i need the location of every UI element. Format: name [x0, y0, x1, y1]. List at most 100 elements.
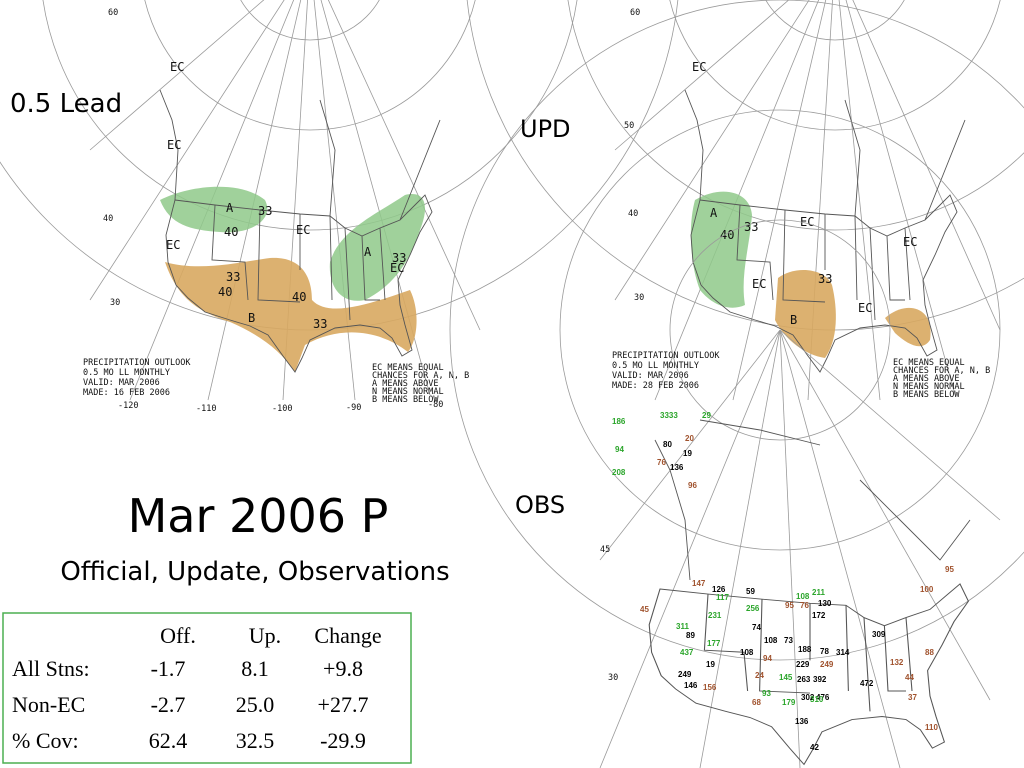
below-area [775, 269, 836, 358]
key-line: CHANCES FOR A, N, B [893, 366, 990, 376]
above-area [690, 191, 752, 308]
obs-label: OBS [515, 491, 565, 519]
legend-line: VALID: MAR 2006 [612, 371, 689, 381]
station-value: 24 [755, 671, 764, 680]
key-line: A MEANS ABOVE [372, 379, 439, 389]
map-annotation: 40 [292, 290, 306, 304]
station-value: 37 [908, 693, 917, 702]
lon-label: -120 [118, 401, 138, 411]
station-value: 29 [702, 411, 711, 420]
title: Mar 2006 P [128, 489, 389, 543]
lat-label: 30 [110, 298, 120, 308]
cell: 62.4 [149, 728, 188, 753]
subtitle: Official, Update, Observations [60, 557, 449, 587]
station-value: 146 [684, 681, 698, 690]
station-value: 179 [782, 698, 796, 707]
station-value: 208 [612, 468, 626, 477]
map-annotation: 33 [392, 251, 406, 265]
canada-lines [684, 89, 966, 221]
station-value: 437 [680, 648, 694, 657]
lon-label: -80 [428, 400, 443, 410]
lat-label: 40 [628, 209, 638, 219]
station-value: 302 [801, 693, 815, 702]
station-value: 93 [762, 689, 771, 698]
above-area [329, 194, 425, 301]
legend-line: MADE: 28 FEB 2006 [612, 381, 699, 391]
station-value: 186 [612, 417, 626, 426]
cell: +27.7 [318, 692, 369, 717]
key-line: B MEANS BELOW [372, 395, 439, 405]
legend-line: PRECIPITATION OUTLOOK [612, 351, 720, 361]
station-value: 108 [740, 648, 754, 657]
legend-line: MADE: 16 FEB 2006 [83, 388, 170, 398]
station-value: 100 [920, 585, 934, 594]
cell: 32.5 [236, 728, 275, 753]
map-annotation: EC [692, 60, 706, 74]
station-value: 310 [810, 695, 824, 704]
station-value: 147 [692, 579, 706, 588]
station-value: 126 [712, 585, 726, 594]
station-value: 314 [836, 648, 850, 657]
map-annotation: B [248, 311, 255, 325]
station-value: 136 [795, 717, 809, 726]
station-value: 59 [746, 587, 755, 596]
legend-line: VALID: MAR 2006 [83, 378, 160, 388]
lat-label: 30 [634, 293, 644, 303]
key-line: N MEANS NORMAL [893, 382, 965, 392]
station-value: 177 [707, 639, 721, 648]
station-value: 132 [890, 658, 904, 667]
cell: +9.8 [323, 656, 363, 681]
stats-table: Off. Up. Change All Stns: -1.7 8.1 +9.8 Non-EC -… [12, 623, 382, 753]
column-header: Change [314, 623, 381, 648]
map-annotation: 33 [226, 270, 240, 284]
station-value: 44 [905, 673, 914, 682]
map-annotation: EC [752, 277, 766, 291]
station-value: 95 [945, 565, 954, 574]
lat-label: 40 [103, 214, 113, 224]
map-annotation: EC [296, 223, 310, 237]
station-value: 19 [706, 660, 715, 669]
legend-line: PRECIPITATION OUTLOOK [83, 358, 191, 368]
map-annotation: EC [390, 261, 404, 275]
row-label: All Stns: [12, 656, 90, 681]
station-value: 68 [752, 698, 761, 707]
below-area [165, 257, 417, 372]
cell: -2.7 [151, 692, 186, 717]
station-value: 95 [785, 601, 794, 610]
key-line: EC MEANS EQUAL [893, 358, 965, 368]
station-value: 136 [670, 463, 684, 472]
station-value: 229 [796, 660, 810, 669]
map-annotation: B [790, 313, 797, 327]
map-annotation: 40 [720, 228, 734, 242]
station-value: 3333 [660, 411, 678, 420]
below-area [885, 307, 931, 347]
column-header: Up. [249, 623, 281, 648]
station-value: 145 [779, 673, 793, 682]
lat-label: 30 [608, 673, 618, 683]
cell: -29.9 [320, 728, 366, 753]
map-annotation: EC [167, 138, 181, 152]
map-annotation: EC [170, 60, 184, 74]
lead-label: 0.5 Lead [10, 89, 122, 119]
station-value: 94 [615, 445, 624, 454]
station-value: 231 [708, 611, 722, 620]
station-value: 108 [796, 592, 810, 601]
station-value: 211 [812, 588, 825, 597]
station-value: 76 [800, 601, 809, 610]
station-value: 94 [763, 654, 772, 663]
map-annotation: 33 [818, 272, 832, 286]
map-annotation: 33 [313, 317, 327, 331]
cell: 25.0 [236, 692, 275, 717]
key-line: CHANCES FOR A, N, B [372, 371, 469, 381]
station-value: 108 [764, 636, 778, 645]
lat-label: 45 [600, 545, 610, 555]
lon-label: -90 [346, 403, 361, 413]
cell: -1.7 [151, 656, 186, 681]
map-annotation: 40 [224, 225, 238, 239]
station-value: 20 [685, 434, 694, 443]
station-value: 311 [676, 622, 689, 631]
station-value: 392 [813, 675, 827, 684]
station-value: 73 [784, 636, 793, 645]
